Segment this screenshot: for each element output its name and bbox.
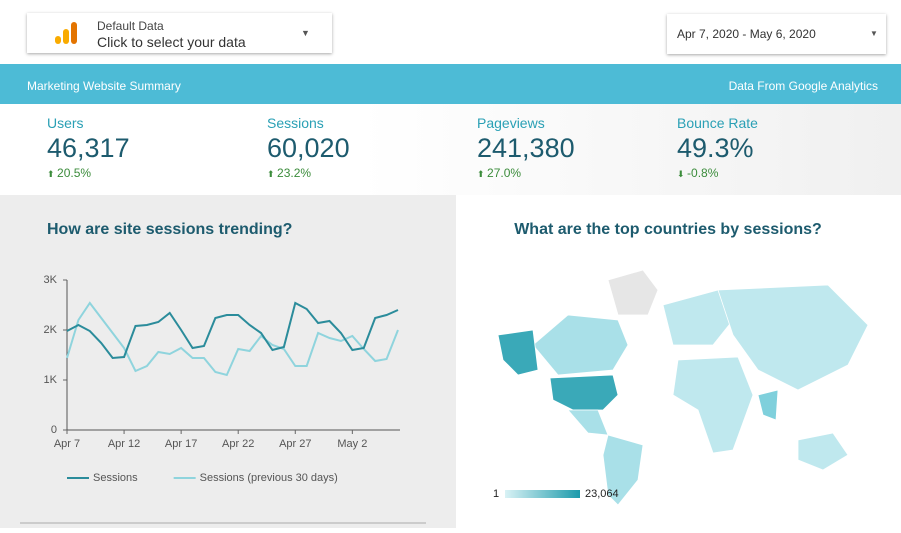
kpi-change-row: ⬆ 23.2% bbox=[267, 166, 350, 180]
analytics-icon bbox=[55, 22, 77, 44]
change-arrow: ⬆ bbox=[267, 169, 278, 179]
map-title: What are the top countries by sessions? bbox=[514, 221, 822, 238]
change-arrow: ⬇ bbox=[677, 169, 688, 179]
kpi-change-row: ⬆ 20.5% bbox=[47, 166, 130, 180]
x-tick-label: Apr 27 bbox=[279, 438, 311, 450]
y-tick-label: 3K bbox=[44, 274, 58, 286]
date-range: Apr 7, 2020 - May 6, 2020 bbox=[677, 27, 816, 41]
chart-title: How are site sessions trending? bbox=[47, 221, 292, 238]
legend-max: 23,064 bbox=[585, 488, 619, 500]
banner-right: Data From Google Analytics bbox=[728, 79, 878, 93]
kpi-label: Sessions bbox=[267, 115, 324, 131]
data-source-prompt: Click to select your data bbox=[97, 34, 246, 50]
world-map: 1 23,064 bbox=[493, 269, 869, 506]
change-arrow: ⬆ bbox=[477, 169, 488, 179]
y-tick-label: 1K bbox=[44, 374, 58, 386]
kpi: Users 46,317 ⬆ 20.5% bbox=[47, 115, 130, 180]
kpi-value: 241,380 bbox=[477, 133, 575, 163]
kpi-change-row: ⬇ -0.8% bbox=[677, 166, 758, 180]
legend-scale bbox=[505, 490, 580, 498]
x-tick-label: Apr 12 bbox=[108, 438, 140, 450]
kpi-row: Users 46,317 ⬆ 20.5% Sessions 60,020 ⬆ 23… bbox=[0, 104, 901, 195]
x-tick-label: Apr 7 bbox=[54, 438, 80, 450]
kpi-change: 20.5% bbox=[57, 166, 92, 180]
kpi-change: -0.8% bbox=[687, 166, 719, 180]
line-chart: How are site sessions trending? 0 1K 2K 3K A… bbox=[20, 221, 426, 524]
kpi-label: Bounce Rate bbox=[677, 115, 758, 131]
kpi-value: 60,020 bbox=[267, 133, 350, 163]
kpi-change-row: ⬆ 27.0% bbox=[477, 166, 575, 180]
kpi: Pageviews 241,380 ⬆ 27.0% bbox=[477, 115, 575, 180]
legend-min: 1 bbox=[493, 488, 499, 500]
x-tick-label: Apr 22 bbox=[222, 438, 254, 450]
series-line bbox=[66, 301, 399, 377]
legend-label: Sessions bbox=[93, 472, 138, 484]
dropdown-arrow: ▼ bbox=[301, 28, 310, 38]
map-panel: What are the top countries by sessions? … bbox=[458, 195, 901, 528]
kpi: Bounce Rate 49.3% ⬇ -0.8% bbox=[677, 115, 758, 180]
y-tick-label: 2K bbox=[44, 324, 58, 336]
kpi-label: Pageviews bbox=[477, 115, 545, 131]
kpi-value: 49.3% bbox=[677, 133, 754, 163]
kpi-value: 46,317 bbox=[47, 133, 130, 163]
x-tick-label: Apr 17 bbox=[165, 438, 197, 450]
banner-left: Marketing Website Summary bbox=[27, 79, 181, 93]
x-tick-label: May 2 bbox=[337, 438, 367, 450]
series-line bbox=[66, 301, 399, 360]
date-range-dropdown[interactable]: Apr 7, 2020 - May 6, 2020 ▼ bbox=[667, 14, 886, 54]
countries bbox=[497, 269, 869, 506]
banner: Marketing Website Summary Data From Goog… bbox=[0, 64, 901, 104]
change-arrow: ⬆ bbox=[47, 169, 58, 179]
trend-panel: How are site sessions trending? 0 1K 2K 3K A… bbox=[0, 195, 456, 528]
kpi-label: Users bbox=[47, 115, 84, 131]
data-source-label: Default Data bbox=[97, 19, 164, 33]
kpi: Sessions 60,020 ⬆ 23.2% bbox=[267, 115, 350, 180]
data-source-dropdown[interactable]: Default Data Click to select your data ▼ bbox=[27, 13, 332, 53]
legend-label: Sessions (previous 30 days) bbox=[200, 472, 338, 484]
kpi-change: 23.2% bbox=[277, 166, 312, 180]
kpi-change: 27.0% bbox=[487, 166, 522, 180]
y-tick-label: 0 bbox=[51, 424, 57, 436]
dropdown-arrow: ▼ bbox=[870, 29, 878, 38]
